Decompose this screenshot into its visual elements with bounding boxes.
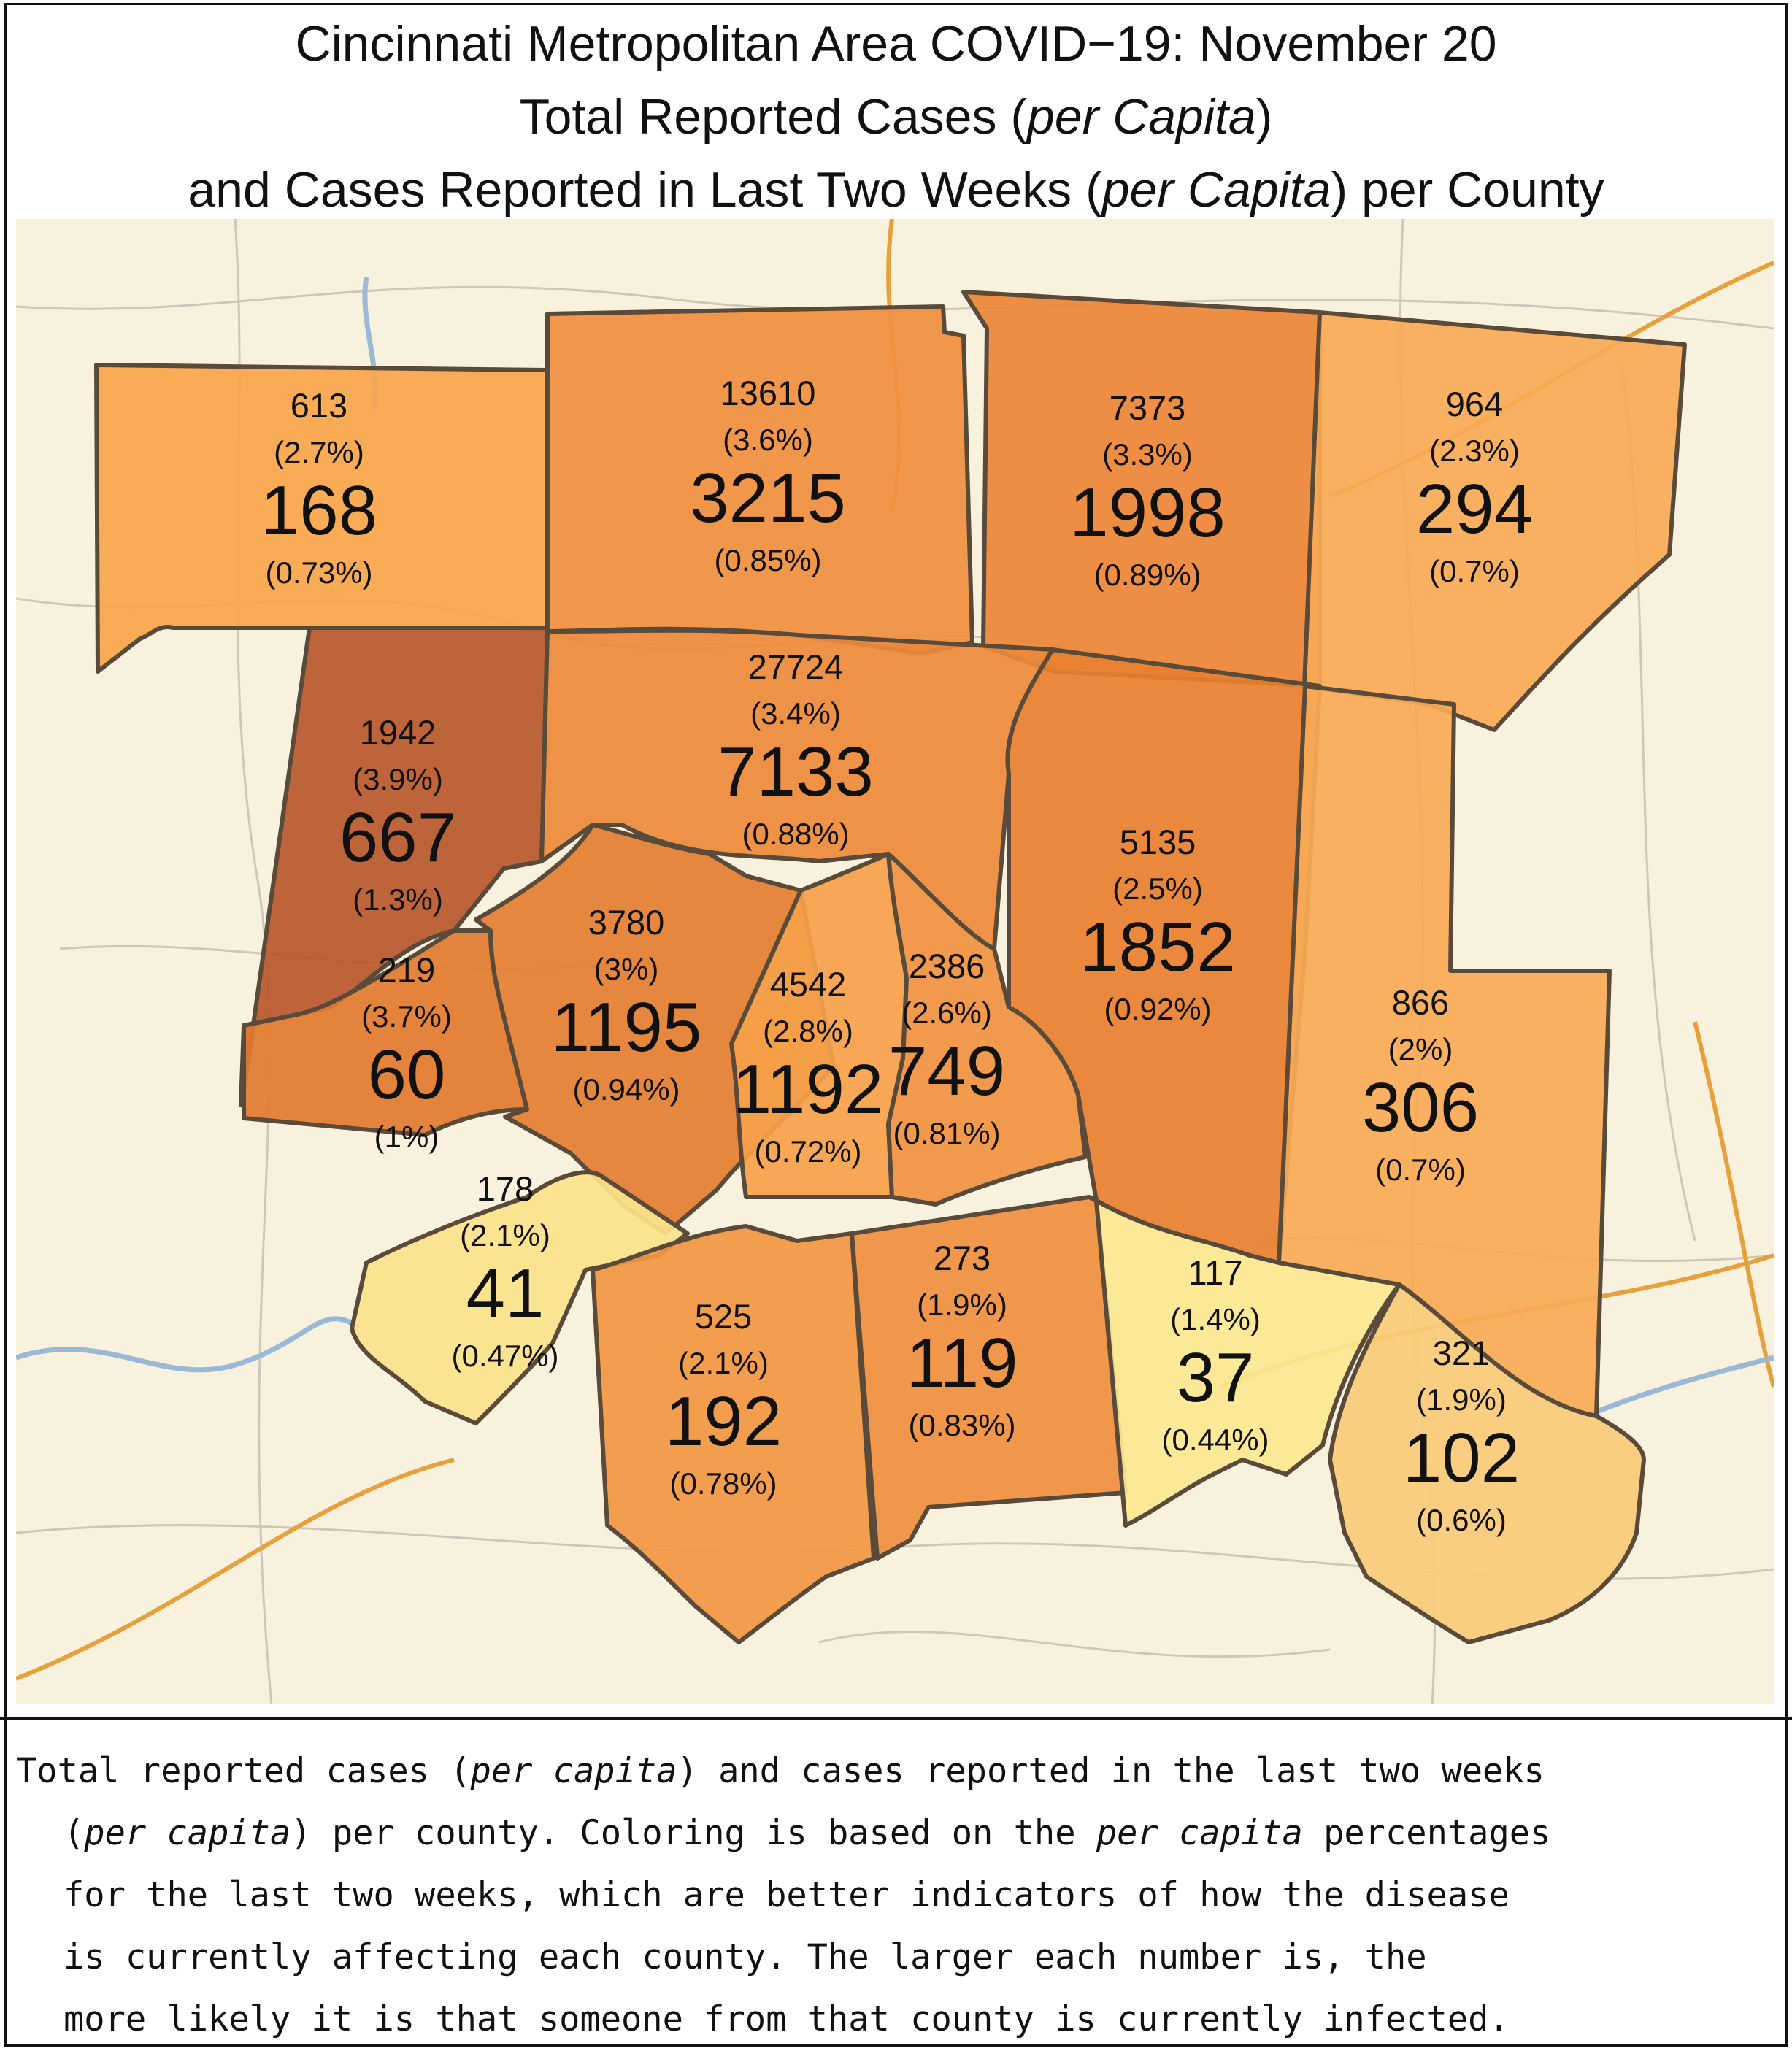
county-total-cases: 5135 <box>1120 823 1196 861</box>
county-recent-pct: (0.81%) <box>893 1116 1000 1150</box>
county-recent-cases: 192 <box>665 1382 782 1461</box>
county-recent-pct: (0.94%) <box>572 1072 680 1107</box>
county-polygons <box>94 290 1687 1644</box>
county-total-cases: 219 <box>378 950 435 989</box>
county-recent-pct: (1.3%) <box>353 882 443 917</box>
county-recent-cases: 7133 <box>718 733 874 811</box>
county-recent-pct: (0.92%) <box>1104 992 1211 1026</box>
county-total-cases: 4542 <box>770 965 847 1004</box>
county-recent-pct: (0.85%) <box>714 543 821 577</box>
county-total-pct: (2%) <box>1388 1032 1453 1066</box>
county-recent-cases: 1195 <box>551 988 701 1066</box>
county-total-cases: 273 <box>934 1239 991 1277</box>
county-total-pct: (3.6%) <box>723 423 813 457</box>
county-total-pct: (3.4%) <box>750 696 841 731</box>
county-recent-pct: (0.7%) <box>1429 554 1520 588</box>
county-recent-pct: (0.72%) <box>754 1134 861 1169</box>
county-total-cases: 27724 <box>748 647 844 686</box>
county-total-pct: (2.6%) <box>901 996 992 1030</box>
county-total-cases: 178 <box>477 1169 534 1208</box>
county-total-cases: 2386 <box>909 947 985 985</box>
county-recent-cases: 37 <box>1177 1339 1255 1417</box>
county-recent-cases: 60 <box>368 1036 446 1114</box>
county-recent-pct: (0.89%) <box>1093 558 1201 592</box>
county-total-cases: 1942 <box>360 713 437 752</box>
county-shape <box>1328 1282 1646 1644</box>
county-recent-pct: (0.7%) <box>1375 1153 1466 1187</box>
county-map: 613 (2.7%)168 (0.73%) 13610 (3.6%)3215 (0.85%… <box>16 219 1774 1704</box>
county-recent-cases: 119 <box>906 1324 1018 1402</box>
county-total-pct: (2.1%) <box>678 1346 769 1380</box>
county-total-pct: (3%) <box>594 952 659 986</box>
county-total-pct: (2.1%) <box>460 1218 550 1252</box>
county-total-pct: (2.8%) <box>763 1014 853 1048</box>
county-total-pct: (1.9%) <box>1416 1382 1507 1417</box>
county-total-pct: (3.7%) <box>361 999 452 1034</box>
caption-line-2: (per capita) per county. Coloring is bas… <box>64 1813 1551 1853</box>
county-recent-cases: 294 <box>1416 470 1533 548</box>
county-total-cases: 613 <box>291 386 347 425</box>
caption: Total reported cases (per capita) and ca… <box>0 1717 1792 2051</box>
county-shape <box>1094 1198 1401 1528</box>
caption-line-5: more likely it is that someone from that… <box>64 1999 1510 2039</box>
county-recent-cases: 749 <box>888 1032 1005 1110</box>
county-recent-pct: (1%) <box>374 1120 439 1154</box>
county-recent-pct: (0.88%) <box>742 817 849 851</box>
title-line-3: and Cases Reported in Last Two Weeks (pe… <box>188 162 1604 218</box>
county-total-pct: (2.3%) <box>1429 434 1520 468</box>
county-total-cases: 117 <box>1188 1253 1243 1292</box>
county-recent-pct: (0.47%) <box>451 1339 558 1373</box>
county-total-cases: 866 <box>1392 983 1449 1022</box>
county-recent-cases: 1192 <box>733 1050 883 1128</box>
county-total-pct: (3.9%) <box>353 762 443 796</box>
county-recent-pct: (0.73%) <box>265 555 372 590</box>
caption-line-1: Total reported cases (per capita) and ca… <box>16 1751 1545 1791</box>
county-recent-cases: 1852 <box>1080 908 1236 986</box>
county-shape <box>850 1195 1128 1561</box>
county-total-pct: (1.9%) <box>917 1288 1007 1322</box>
county-total-cases: 7373 <box>1110 388 1186 427</box>
county-recent-cases: 168 <box>261 472 377 550</box>
title-line-1: Cincinnati Metropolitan Area COVID−19: N… <box>295 16 1497 72</box>
county-recent-cases: 667 <box>339 799 456 877</box>
county-total-cases: 13610 <box>720 374 816 412</box>
county-recent-cases: 306 <box>1362 1069 1479 1147</box>
county-total-pct: (1.4%) <box>1170 1302 1261 1336</box>
county-recent-pct: (0.83%) <box>908 1408 1015 1442</box>
caption-line-4: is currently affecting each county. The … <box>64 1937 1427 1977</box>
county-recent-cases: 3215 <box>690 459 846 537</box>
county-recent-cases: 102 <box>1403 1419 1520 1497</box>
county-total-cases: 321 <box>1433 1334 1490 1372</box>
county-shape <box>886 852 1088 1207</box>
county-total-cases: 964 <box>1446 385 1503 423</box>
county-total-pct: (3.3%) <box>1102 437 1193 472</box>
county-total-pct: (2.5%) <box>1112 871 1203 906</box>
county-total-cases: 525 <box>695 1297 752 1336</box>
county-recent-pct: (0.6%) <box>1416 1503 1507 1537</box>
county-recent-pct: (0.44%) <box>1161 1423 1269 1457</box>
county-labels: 613 (2.7%)168 (0.73%) 13610 (3.6%)3215 (0.85%… <box>261 374 1533 1537</box>
county-total-cases: 3780 <box>588 903 665 942</box>
title-line-2: Total Reported Cases (per Capita) <box>519 89 1273 145</box>
county-recent-pct: (0.78%) <box>669 1466 777 1501</box>
caption-line-3: for the last two weeks, which are better… <box>64 1875 1510 1915</box>
county-recent-cases: 1998 <box>1069 474 1226 552</box>
county-recent-cases: 41 <box>466 1255 545 1333</box>
county-shape <box>591 1224 876 1644</box>
county-total-pct: (2.7%) <box>274 435 364 469</box>
county-shape <box>1302 310 1687 732</box>
map-title: Cincinnati Metropolitan Area COVID−19: N… <box>0 7 1792 226</box>
